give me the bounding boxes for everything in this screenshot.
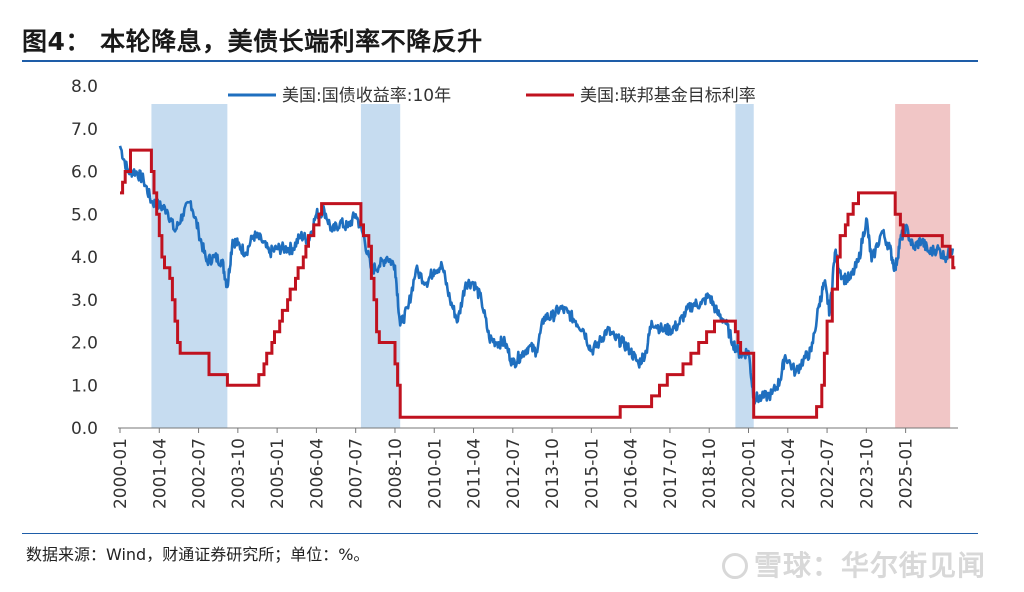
footer-divider: [22, 533, 978, 534]
x-tick-label: 2025-01: [897, 438, 917, 509]
watermark: 雪球：华尔街见闻: [722, 544, 986, 584]
x-tick-label: 2016-04: [622, 438, 642, 509]
x-tick-label: 2013-10: [543, 438, 563, 509]
x-tick-label: 2015-01: [582, 438, 602, 509]
watermark-text: 雪球：华尔街见闻: [754, 549, 987, 582]
y-tick-label: 0.0: [71, 419, 98, 439]
shaded-period-4: [895, 104, 951, 428]
snowball-logo-icon: [722, 553, 748, 579]
y-tick-label: 5.0: [71, 205, 98, 225]
x-tick-label: 2007-07: [347, 438, 367, 509]
title-divider: [22, 60, 978, 62]
y-tick-label: 2.0: [71, 334, 98, 354]
x-tick-label: 2002-07: [190, 438, 210, 509]
shaded-period-1: [151, 104, 228, 428]
series-line-fed-funds-rate: [120, 148, 956, 419]
legend-label-treasury-10y: 美国:国债收益率:10年: [282, 86, 451, 106]
x-tick-label: 2006-04: [307, 438, 327, 509]
x-tick-label: 2012-07: [504, 438, 524, 509]
x-axis-ticks: 2000-01 2001-04 2002-07 2003-10 2005-01 2006-…: [111, 428, 917, 509]
legend: 美国:国债收益率:10年 美国:联邦基金目标利率: [228, 86, 756, 106]
y-tick-label: 7.0: [71, 120, 98, 140]
x-tick-label: 2023-10: [857, 438, 877, 509]
x-tick-label: 2017-07: [661, 438, 681, 509]
x-tick-label: 2000-01: [111, 438, 131, 509]
x-tick-label: 2003-10: [229, 438, 249, 509]
x-tick-label: 2021-04: [779, 438, 799, 509]
x-tick-label: 2008-10: [386, 438, 406, 509]
x-tick-label: 2005-01: [268, 438, 288, 509]
y-tick-label: 6.0: [71, 163, 98, 183]
x-tick-label: 2010-01: [425, 438, 445, 509]
x-tick-label: 2018-10: [700, 438, 720, 509]
x-tick-label: 2001-04: [150, 438, 170, 509]
y-axis-ticks: 0.0 1.0 2.0 3.0 4.0 5.0 6.0 7.0 8.0: [71, 77, 98, 439]
legend-label-fed-funds-rate: 美国:联邦基金目标利率: [580, 86, 756, 106]
source-note: 数据来源：Wind，财通证券研究所；单位：%。: [26, 545, 370, 564]
x-tick-label: 2022-07: [818, 438, 838, 509]
y-tick-label: 3.0: [71, 291, 98, 311]
x-tick-label: 2011-04: [465, 438, 485, 509]
shaded-periods: [151, 104, 951, 428]
page-title: 图4： 本轮降息，美债长端利率不降反升: [22, 27, 483, 56]
y-tick-label: 8.0: [71, 77, 98, 97]
series-line-treasury-10y: [118, 145, 955, 405]
x-tick-label: 2020-01: [740, 438, 760, 509]
y-tick-label: 4.0: [71, 248, 98, 268]
y-tick-label: 1.0: [71, 376, 98, 396]
